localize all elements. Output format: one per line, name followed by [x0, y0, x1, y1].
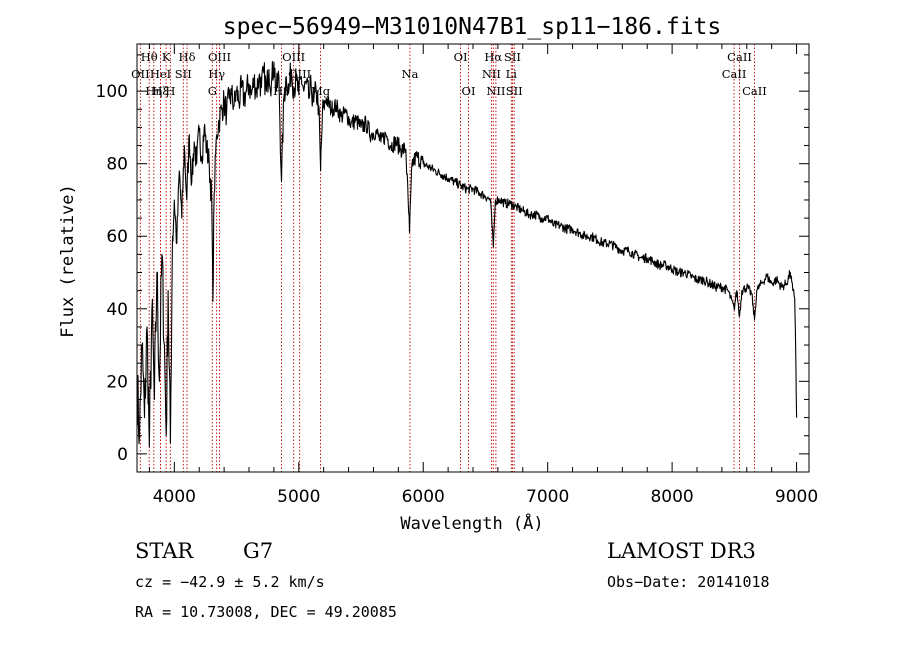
y-tick-label: 80	[106, 155, 128, 175]
x-tick-label: 5000	[277, 487, 320, 507]
line-label: G	[208, 84, 217, 98]
y-tick-label: 100	[96, 82, 128, 102]
x-tick-label: 6000	[402, 487, 445, 507]
y-tick-label: 0	[117, 445, 128, 465]
line-label: OIII	[288, 67, 311, 81]
x-axis-label: Wavelength (Å)	[400, 512, 543, 534]
axes	[137, 44, 809, 472]
observation-date: Obs−Date: 20141018	[607, 573, 770, 591]
line-label: Hγ	[208, 67, 225, 81]
line-label: OIII	[282, 50, 305, 64]
x-tick-label: 9000	[775, 487, 818, 507]
line-label: CaII	[727, 50, 752, 64]
x-tick-label: 4000	[153, 487, 196, 507]
object-subclass: G7	[243, 539, 274, 563]
line-label: OII	[131, 67, 150, 81]
line-label: NII	[482, 67, 501, 81]
line-label: Na	[401, 67, 418, 81]
line-label: Hξ	[152, 84, 168, 98]
line-label: SII	[506, 84, 523, 98]
line-label: NII	[486, 84, 505, 98]
x-tick-label: 8000	[650, 487, 693, 507]
line-label: SII	[175, 67, 192, 81]
line-label: OI	[454, 50, 468, 64]
y-tick-label: 20	[106, 372, 128, 392]
spectrum-line	[136, 61, 798, 448]
object-class: STAR	[135, 539, 194, 563]
line-label: CaII	[722, 67, 747, 81]
line-label: OIII	[208, 50, 231, 64]
line-label: Hη	[145, 84, 162, 98]
line-label: Hθ	[141, 50, 158, 64]
line-label: K	[162, 50, 171, 64]
y-tick-label: 40	[106, 300, 128, 320]
line-label: HeI	[150, 67, 171, 81]
y-axis-label: Flux (relative)	[58, 184, 78, 338]
tick-labels: 4000 5000 6000 7000 8000 9000 0 20 40 60 80 100	[96, 82, 819, 507]
line-label: Hα	[484, 50, 502, 64]
line-label: Hδ	[179, 50, 196, 64]
coordinates: RA = 10.73008, DEC = 49.20085	[135, 603, 397, 621]
redshift-cz: cz = −42.9 ± 5.2 km/s	[135, 573, 325, 591]
y-tick-label: 60	[106, 227, 128, 247]
x-tick-label: 7000	[526, 487, 569, 507]
line-label: H	[165, 84, 175, 98]
survey-label: LAMOST DR3	[607, 539, 756, 563]
line-label: SII	[504, 50, 521, 64]
line-label: OI	[462, 84, 476, 98]
line-label: CaII	[742, 84, 767, 98]
line-label: Li	[506, 67, 518, 81]
plot-frame	[136, 43, 810, 473]
chart-title: spec−56949−M31010N47B1_sp11−186.fits	[223, 14, 722, 40]
